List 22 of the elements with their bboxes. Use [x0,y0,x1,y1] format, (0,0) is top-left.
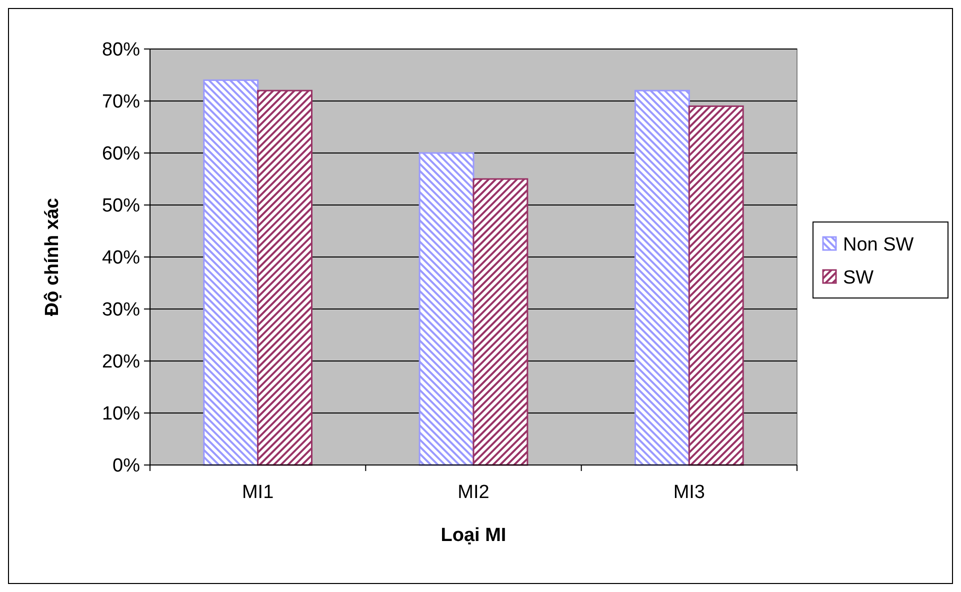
legend-label: Non SW [843,234,914,256]
y-tick-label: 10% [102,404,140,425]
y-tick-label: 20% [102,352,140,373]
bar [688,105,744,466]
y-tick-label: 50% [102,196,140,217]
x-tick-label: MI2 [458,482,490,503]
bar [472,178,528,466]
x-axis-title: Loại MI [440,525,506,546]
bar [257,90,312,466]
y-tick-label: 60% [102,144,140,165]
y-tick-label: 30% [102,300,140,321]
x-tick-label: MI3 [673,482,706,503]
bar [634,90,690,466]
legend-label: SW [843,268,874,289]
y-tick-label: 70% [102,92,140,113]
bar [418,152,474,466]
y-tick-label: 80% [102,40,140,61]
bar [203,79,259,466]
x-tick-label: MI1 [242,482,274,503]
y-tick-label: 40% [102,248,140,269]
y-tick-label: 0% [112,456,140,477]
y-axis-title: Độ chính xác [42,197,63,316]
